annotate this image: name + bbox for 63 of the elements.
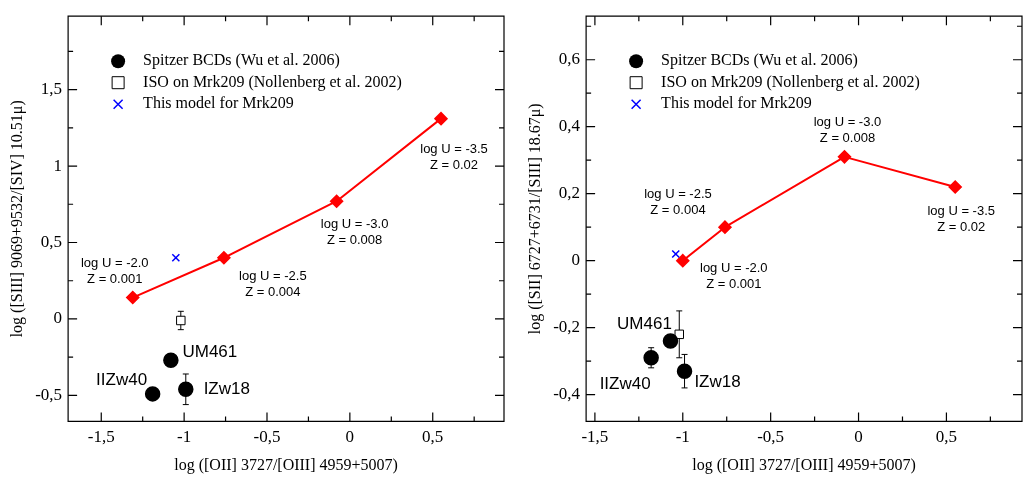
y-tick-label: 0,6 [558, 49, 581, 69]
point [329, 194, 344, 208]
point [643, 350, 659, 366]
y-tick-label: 0,4 [558, 116, 581, 136]
annotation: IIZw40 [96, 369, 148, 389]
x-axis-title: log ([OII] 3727/[OIII] 4959+5007) [174, 455, 398, 474]
y-tick-label: 0,5 [40, 231, 63, 251]
x-tick-label: -0,5 [757, 427, 785, 447]
legend-label: This model for Mrk209 [661, 94, 812, 112]
annotation: IZw18 [203, 378, 250, 398]
y-tick-label: 1,5 [40, 79, 63, 99]
point [676, 363, 693, 379]
x-tick-label: -1,5 [87, 427, 115, 447]
point [948, 180, 962, 194]
point [176, 315, 186, 326]
x-tick-label: -1,5 [581, 427, 609, 447]
point [718, 220, 732, 234]
x-tick-label: 0,5 [935, 427, 958, 447]
legend-label: This model for Mrk209 [143, 94, 294, 112]
y-tick-label: -0,5 [35, 384, 63, 404]
x-tick-label: 0 [345, 427, 355, 447]
annotation: log U = -2.5 Z = 0.004 [239, 268, 307, 300]
point [144, 386, 161, 402]
x-tick-label: -1 [177, 427, 192, 447]
y-axis-title: log ([SIII] 9069+9532/[SIV] 10.51μ) [7, 100, 26, 338]
y-axis-title: log ([SII] 6727+6731/[SIII] 18.67μ) [525, 103, 544, 335]
annotation: log U = -3.5 Z = 0.02 [927, 202, 995, 234]
annotation: IZw18 [694, 371, 741, 391]
annotation: log U = -3.5 Z = 0.02 [420, 141, 488, 173]
point [837, 150, 852, 164]
annotation: log U = -3.0 Z = 0.008 [320, 215, 389, 247]
point [163, 352, 179, 368]
legend-label: ISO on Mrk209 (Nollenberg et al. 2002) [661, 72, 920, 91]
annotation: log U = -2.0 Z = 0.001 [699, 260, 768, 292]
annotation: log U = -2.0 Z = 0.001 [80, 255, 149, 287]
annotation: UM461 [182, 341, 238, 361]
y-tick-label: 1 [53, 155, 63, 175]
point [674, 329, 685, 340]
point [171, 253, 181, 263]
annotation: IIZw40 [599, 374, 651, 394]
point [662, 333, 679, 349]
annotation: log U = -2.5 Z = 0.004 [644, 185, 712, 217]
point [671, 249, 681, 259]
legend-label: Spitzer BCDs (Wu et al. 2006) [661, 51, 858, 70]
point [676, 253, 690, 268]
x-tick-label: -0,5 [253, 427, 281, 447]
annotation: log U = -3.0 Z = 0.008 [813, 114, 882, 146]
y-tick-label: -0,4 [553, 384, 581, 404]
point [434, 111, 448, 126]
x-tick-label: 0,5 [422, 427, 444, 447]
y-tick-label: 0 [53, 308, 63, 328]
y-tick-label: -0,2 [553, 317, 581, 337]
legend-label: ISO on Mrk209 (Nollenberg et al. 2002) [143, 72, 402, 91]
x-tick-label: 0 [854, 427, 863, 447]
legend-label: Spitzer BCDs (Wu et al. 2006) [143, 51, 340, 70]
y-tick-label: 0 [571, 250, 581, 270]
point [126, 290, 140, 305]
point [178, 381, 194, 398]
x-tick-label: -1 [675, 427, 690, 447]
x-axis-title: log ([OII] 3727/[OIII] 4959+5007) [692, 455, 916, 474]
annotation: UM461 [617, 313, 672, 333]
point [217, 251, 231, 265]
y-tick-label: 0,2 [558, 183, 581, 203]
